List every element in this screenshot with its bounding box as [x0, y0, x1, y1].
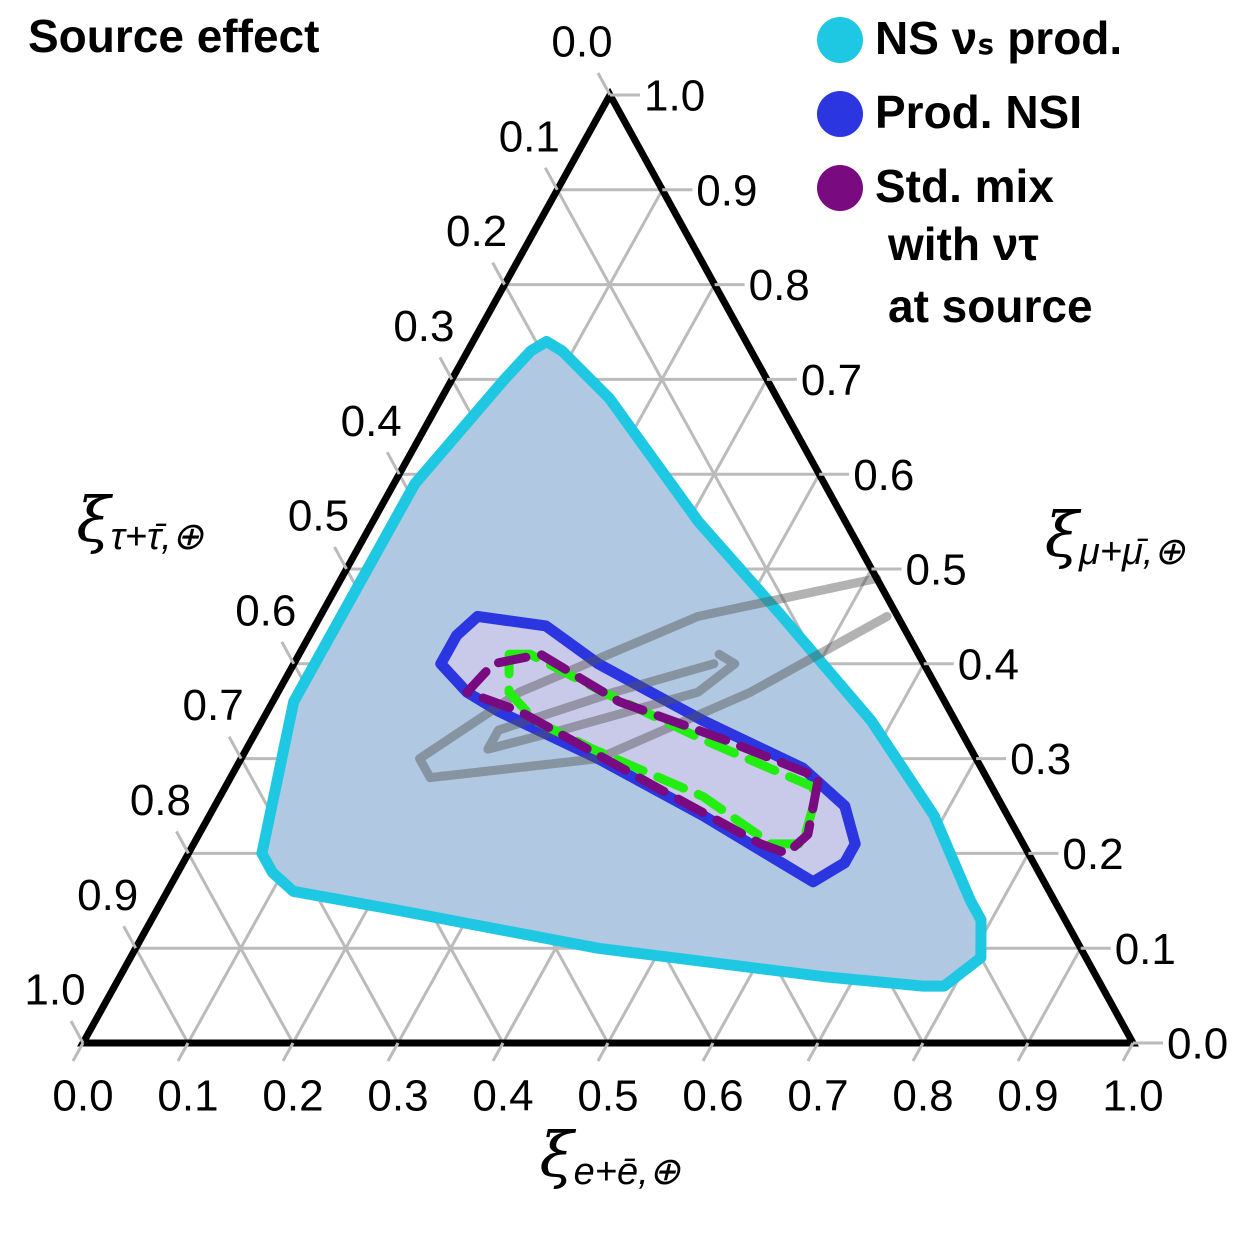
tau-tick-label: 0.1: [499, 112, 560, 161]
e-tick-label: 0.4: [472, 1072, 533, 1121]
tick-mark: [176, 1042, 190, 1062]
mu-tick-label: 1.0: [644, 72, 705, 121]
tick-mark: [596, 1042, 610, 1062]
tick-mark: [333, 546, 348, 570]
tick-mark: [438, 356, 454, 381]
tick-mark: [491, 1042, 505, 1062]
e-tick-label: 0.3: [367, 1072, 428, 1121]
e-tick-label: 0.5: [577, 1072, 638, 1121]
legend-swatch: [817, 17, 863, 63]
legend-swatch: [817, 91, 863, 137]
region: [435, 610, 861, 888]
axis-label-symbol: ξ: [76, 483, 113, 556]
e-tick-label: 0.1: [157, 1072, 218, 1121]
tau-tick-label: 0.4: [341, 397, 402, 446]
tick-mark: [280, 641, 296, 665]
tick-mark: [1121, 1042, 1135, 1062]
region: [415, 574, 892, 783]
e-tick-label: 0.0: [52, 1072, 113, 1121]
axis-label: ξe+ē,⊕: [539, 1118, 681, 1193]
axis-label-symbol: ξ: [1045, 498, 1082, 571]
axis-label: ξμ+μ̄,⊕: [1045, 498, 1187, 573]
grid-line: [134, 947, 190, 1044]
mu-tick-label: 0.2: [1062, 830, 1123, 879]
mu-tick-label: 0.3: [1010, 735, 1071, 784]
mu-tick-label: 0.4: [958, 640, 1019, 689]
e-tick-label: 1.0: [1102, 1072, 1163, 1121]
tick-mark: [122, 925, 138, 949]
tau-tick-label: 0.0: [551, 18, 612, 67]
tick-mark: [1016, 1042, 1030, 1062]
tick-mark: [227, 735, 243, 760]
mu-tick-label: 0.7: [801, 356, 862, 405]
tau-tick-label: 0.6: [235, 586, 296, 635]
tick-mark: [385, 451, 401, 475]
tau-tick-label: 0.9: [77, 871, 138, 920]
region: [462, 649, 824, 858]
axis-label-subscript: e+ē,⊕: [574, 1151, 682, 1193]
tick-mark: [71, 1042, 85, 1062]
legend-label: Prod. NSI: [875, 86, 1082, 138]
tick-mark: [596, 72, 612, 96]
region: [483, 649, 740, 754]
e-tick-label: 0.2: [262, 1072, 323, 1121]
tau-tick-label: 1.0: [24, 966, 85, 1015]
axis-label-subscript: τ+τ̄,⊕: [111, 516, 205, 558]
legend-note: with ντ: [887, 218, 1039, 270]
mu-tick-label: 0.8: [749, 261, 810, 310]
tick-mark: [175, 830, 190, 855]
tick-mark: [386, 1042, 400, 1062]
tau-tick-label: 0.7: [183, 681, 244, 730]
mu-tick-label: 0.0: [1167, 1020, 1228, 1069]
legend-note: at source: [888, 280, 1093, 332]
tick-mark: [543, 167, 559, 191]
tick-mark: [281, 1042, 295, 1062]
legend-label: NS νₛ prod.: [875, 12, 1122, 64]
mu-tick-label: 0.5: [906, 546, 967, 595]
mu-tick-label: 0.6: [853, 451, 914, 500]
mu-tick-label: 0.9: [696, 166, 757, 215]
tau-tick-label: 0.5: [288, 492, 349, 541]
tick-mark: [806, 1042, 820, 1062]
axis-label: ξτ+τ̄,⊕: [76, 483, 204, 558]
axis-label-subscript: μ+μ̄,⊕: [1078, 531, 1186, 573]
tick-mark: [701, 1042, 715, 1062]
tick-mark: [69, 1020, 85, 1044]
axis-label-symbol: ξ: [539, 1118, 576, 1191]
chart-title: Source effect: [28, 10, 319, 62]
tau-tick-label: 0.2: [446, 207, 507, 256]
grid-line: [1026, 947, 1083, 1044]
tick-mark: [911, 1042, 925, 1062]
tau-tick-label: 0.8: [130, 776, 191, 825]
mu-tick-label: 0.1: [1115, 925, 1176, 974]
legend-label: Std. mix: [875, 160, 1054, 212]
tick-mark: [491, 261, 506, 286]
e-tick-label: 0.8: [892, 1072, 953, 1121]
grid-line: [187, 852, 295, 1044]
e-tick-label: 0.9: [997, 1072, 1058, 1121]
e-tick-label: 0.6: [682, 1072, 743, 1121]
tau-tick-label: 0.3: [393, 302, 454, 351]
e-tick-label: 0.7: [787, 1072, 848, 1121]
legend-swatch: [817, 165, 863, 211]
